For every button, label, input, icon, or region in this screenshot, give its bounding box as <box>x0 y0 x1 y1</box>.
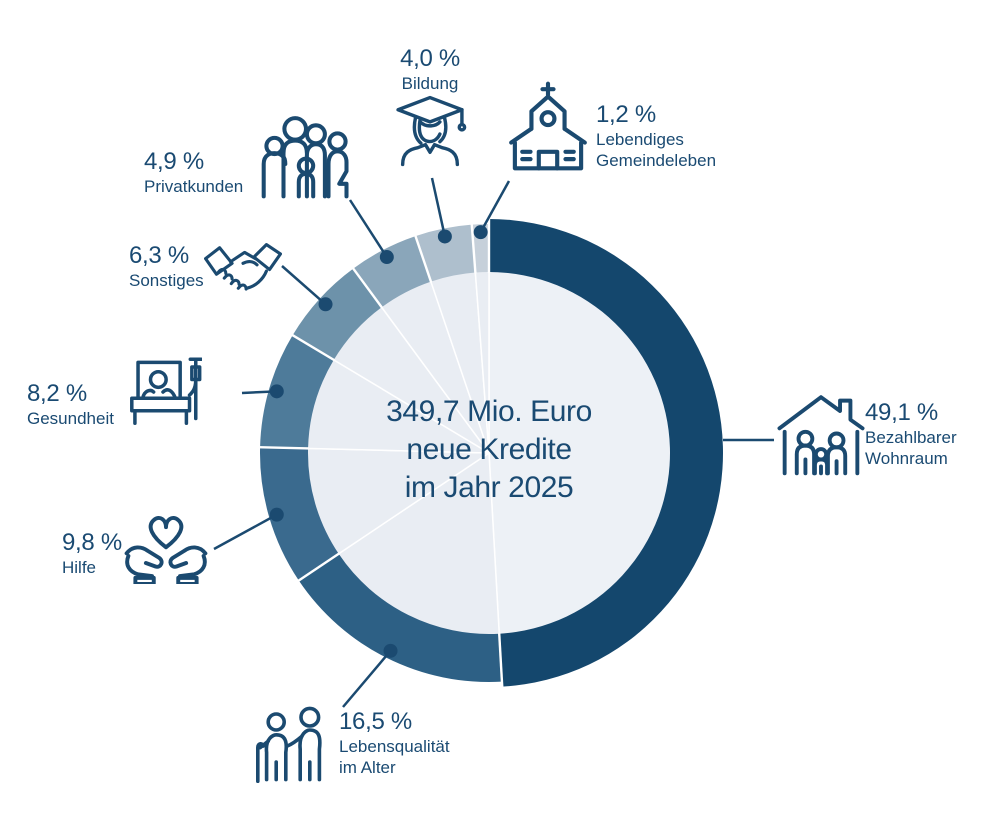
segment-divider <box>413 233 433 283</box>
leader-line <box>348 199 388 258</box>
label-gemeindeleben: Lebendiges Gemeindeleben <box>596 130 717 170</box>
pct-gesundheit: 8,2 % <box>27 380 87 407</box>
label-gesundheit: Gesundheit <box>27 409 114 428</box>
center-line-year: im Jahr 2025 <box>404 471 574 504</box>
leader-dot <box>473 225 488 240</box>
donut-segment <box>298 553 502 683</box>
donut-center-text: 349,7 Mio. Euro neue Kredite im Jahr 202… <box>339 393 639 507</box>
center-line-amount: 349,7 Mio. Euro <box>386 395 592 428</box>
callout-sonstiges: 6,3 % Sonstiges <box>129 241 204 291</box>
label-privatkunden: Privatkunden <box>144 177 244 196</box>
donut-segment <box>260 335 334 449</box>
label-hilfe: Hilfe <box>62 558 97 577</box>
leader-line <box>479 180 511 233</box>
church-icon <box>502 80 594 172</box>
leader-dot <box>269 384 284 399</box>
callout-gemeindeleben: 1,2 % Lebendiges Gemeindeleben <box>596 100 716 171</box>
hospital-bed-icon <box>124 352 202 432</box>
segment-divider <box>497 632 504 689</box>
leader-dot <box>383 643 398 658</box>
segment-divider <box>351 266 384 309</box>
label-sonstiges: Sonstiges <box>129 271 204 290</box>
label-lebensqualitaet: Lebensqualität im Alter <box>339 737 450 777</box>
pct-lebensqualitaet: 16,5 % <box>339 708 412 735</box>
callout-lebensqualitaet: 16,5 % Lebensqualität im Alter <box>339 707 450 778</box>
leader-dot <box>379 250 394 265</box>
graduate-icon <box>392 92 468 170</box>
leader-dot <box>318 297 333 312</box>
leader-line <box>281 265 327 306</box>
leader-line <box>213 513 278 551</box>
donut-segment <box>415 224 476 282</box>
donut-segment <box>353 236 431 308</box>
callout-privatkunden: 4,9 % Privatkunden <box>144 147 243 197</box>
donut-segment <box>489 219 724 687</box>
elderly-couple-icon <box>249 706 337 786</box>
pct-bildung: 4,0 % <box>400 45 460 72</box>
segment-divider <box>258 445 310 450</box>
house-family-icon <box>776 390 866 477</box>
pct-privatkunden: 4,9 % <box>144 148 204 175</box>
donut-segment <box>260 447 339 581</box>
family-group-icon <box>256 110 356 200</box>
callout-bildung: 4,0 % Bildung <box>370 44 490 94</box>
leader-dot <box>269 507 284 522</box>
callout-wohnraum: 49,1 % Bezahlbarer Wohnraum <box>865 398 957 469</box>
segment-divider <box>290 333 336 362</box>
segment-divider <box>470 222 477 274</box>
handshake-icon <box>204 238 282 298</box>
pct-wohnraum: 49,1 % <box>865 399 938 426</box>
center-line-credits: neue Kredite <box>406 433 572 466</box>
heart-in-hands-icon <box>122 500 210 584</box>
pct-gemeindeleben: 1,2 % <box>596 101 656 128</box>
pct-sonstiges: 6,3 % <box>129 242 189 269</box>
donut-segment <box>292 268 382 360</box>
callout-hilfe: 9,8 % Hilfe <box>62 528 122 578</box>
callout-gesundheit: 8,2 % Gesundheit <box>27 379 114 429</box>
leader-line <box>430 177 447 237</box>
leader-line <box>342 650 392 708</box>
segment-divider <box>296 552 341 583</box>
label-wohnraum: Bezahlbarer Wohnraum <box>865 428 957 468</box>
leader-dot <box>437 229 452 244</box>
label-bildung: Bildung <box>401 74 459 93</box>
pct-hilfe: 9,8 % <box>62 529 122 556</box>
